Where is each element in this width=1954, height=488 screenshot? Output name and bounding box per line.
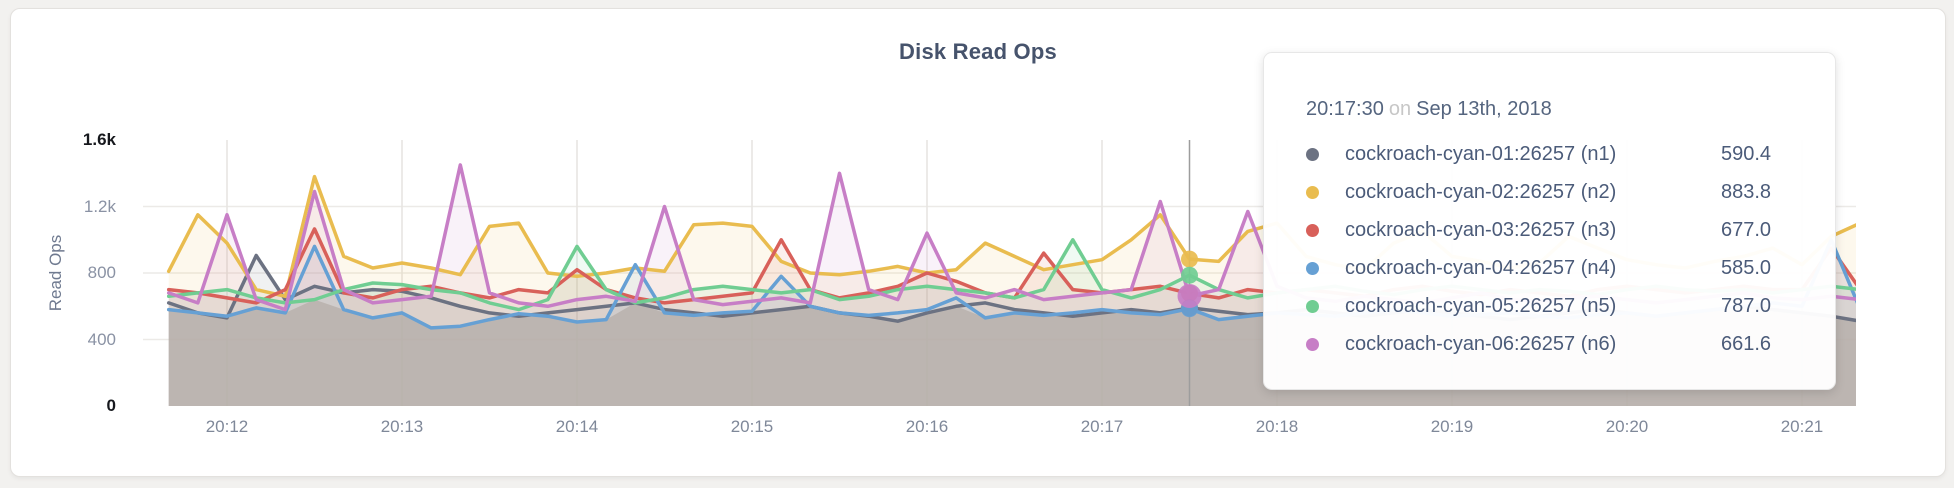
tooltip-conjunction: on xyxy=(1388,98,1412,120)
series-dot-n4 xyxy=(1306,261,1319,275)
tooltip-row-n2: cockroach-cyan-02:26257 (n2) 883.8 xyxy=(1306,173,1805,211)
series-name: cockroach-cyan-06:26257 (n6) xyxy=(1345,332,1617,355)
series-dot-n3 xyxy=(1306,223,1319,237)
series-value: 787.0 xyxy=(1721,294,1772,317)
tooltip-row-n4: cockroach-cyan-04:26257 (n4) 585.0 xyxy=(1306,249,1805,287)
series-name: cockroach-cyan-02:26257 (n2) xyxy=(1345,180,1617,203)
series-value: 590.4 xyxy=(1721,142,1772,165)
chart-title: Disk Read Ops xyxy=(899,39,1057,64)
series-dot-n5 xyxy=(1306,299,1319,313)
hover-point-n2 xyxy=(1181,250,1198,268)
tooltip-row-n1: cockroach-cyan-01:26257 (n1) 590.4 xyxy=(1306,135,1805,173)
tooltip-header: 20:17:30 on Sep 13th, 2018 xyxy=(1306,97,1805,121)
series-name: cockroach-cyan-01:26257 (n1) xyxy=(1345,142,1617,165)
tooltip-row-n5: cockroach-cyan-05:26257 (n5) 787.0 xyxy=(1306,287,1805,325)
series-name: cockroach-cyan-04:26257 (n4) xyxy=(1345,256,1617,279)
series-value: 661.6 xyxy=(1721,332,1772,355)
tooltip-date: Sep 13th, 2018 xyxy=(1416,98,1552,120)
series-dot-n2 xyxy=(1306,185,1319,199)
hover-point-n6 xyxy=(1177,284,1202,308)
series-dot-n6 xyxy=(1306,337,1319,351)
hover-tooltip: 20:17:30 on Sep 13th, 2018 cockroach-cyan-… xyxy=(1263,52,1836,390)
series-value: 883.8 xyxy=(1721,180,1772,203)
series-dot-n1 xyxy=(1306,147,1319,161)
tooltip-time: 20:17:30 xyxy=(1306,98,1384,120)
series-value: 585.0 xyxy=(1721,256,1772,279)
series-value: 677.0 xyxy=(1721,218,1772,241)
tooltip-row-n3: cockroach-cyan-03:26257 (n3) 677.0 xyxy=(1306,211,1805,249)
tooltip-row-n6: cockroach-cyan-06:26257 (n6) 661.6 xyxy=(1306,325,1805,363)
series-name: cockroach-cyan-05:26257 (n5) xyxy=(1345,294,1617,317)
hover-point-n5 xyxy=(1181,266,1198,284)
series-name: cockroach-cyan-03:26257 (n3) xyxy=(1345,218,1617,241)
